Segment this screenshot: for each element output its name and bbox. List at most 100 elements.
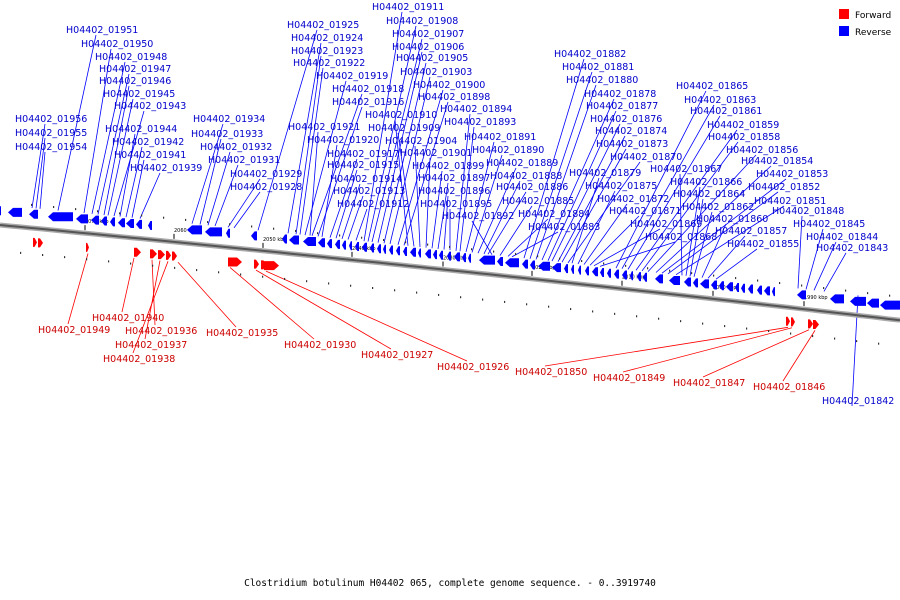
lane-dot <box>339 234 341 237</box>
lane-dot <box>196 269 198 272</box>
leader-line <box>583 203 628 265</box>
lane-dot <box>141 214 143 217</box>
gene-label: H04402_01876 <box>590 114 662 125</box>
reverse-gene-arrow <box>38 238 43 248</box>
gene-label: H04402_01854 <box>741 156 813 167</box>
leader-line <box>389 76 431 244</box>
leader-line <box>679 173 683 276</box>
forward-gene-arrow <box>76 214 88 224</box>
gene-label: H04402_01907 <box>392 29 464 40</box>
leader-line <box>383 62 427 244</box>
gene-label: H04402_01897 <box>418 173 490 184</box>
reverse-gene-arrow <box>166 250 171 260</box>
lane-dot <box>394 289 396 292</box>
lane-dot <box>262 275 264 278</box>
lane-dot <box>559 257 561 260</box>
leader-line <box>477 167 517 254</box>
lane-dot <box>174 266 176 269</box>
gene-label: H04402_01894 <box>440 104 512 115</box>
gene-label: H04402_01899 <box>412 161 484 172</box>
gene-label: H04402_01868 <box>645 232 717 243</box>
gene-label: H04402_01896 <box>418 186 490 197</box>
forward-gene-arrow <box>118 218 125 228</box>
leader-line <box>577 190 616 265</box>
leader-line <box>214 164 239 227</box>
leader-line <box>57 34 97 211</box>
scale-tick-label: 2060 kbp <box>174 228 198 234</box>
lane-dot <box>713 274 715 277</box>
leader-line <box>561 148 627 263</box>
leader-line <box>544 326 789 367</box>
lane-dot <box>449 245 451 248</box>
leader-line <box>227 178 261 228</box>
forward-gene-arrow <box>101 216 107 226</box>
forward-gene-arrow <box>614 269 619 279</box>
leader-line <box>35 137 46 209</box>
lane-dot <box>119 212 121 215</box>
leader-line <box>299 67 324 235</box>
scale-tick-label: 2050 kbp <box>263 237 287 243</box>
gene-label: H04402_01883 <box>528 222 600 233</box>
reverse-gene-arrow <box>791 317 795 327</box>
forward-gene-arrow <box>711 280 717 290</box>
forward-gene-arrow <box>327 239 332 249</box>
leader-line <box>125 146 143 218</box>
forward-gene-arrow <box>564 264 568 274</box>
lane-dot <box>416 291 418 294</box>
gene-label: H04402_01877 <box>586 101 658 112</box>
forward-gene-arrow <box>126 219 134 229</box>
leader-line <box>177 262 237 328</box>
lane-dot <box>625 264 627 267</box>
reverse-gene-arrow <box>808 319 813 329</box>
lane-dot <box>548 305 550 308</box>
forward-gene-arrow <box>726 282 733 292</box>
gene-labels: H04402_01956 H04402_01955 H04402_01954 H044… <box>15 2 894 407</box>
forward-gene-arrow <box>447 251 451 261</box>
gene-label: H04402_01918 <box>332 84 404 95</box>
leader-line <box>655 165 772 273</box>
lane-dot <box>746 327 748 330</box>
forward-gene-arrow <box>187 225 202 235</box>
leader-line <box>191 123 224 224</box>
lane-dot <box>31 203 33 206</box>
leader-line <box>551 123 621 262</box>
forward-gene-arrow <box>830 294 844 304</box>
gene-label: H04402_01857 <box>715 226 787 237</box>
leader-line <box>229 267 315 340</box>
gene-label: H04402_01946 <box>99 76 171 87</box>
lane-dot <box>86 258 88 261</box>
lane-dot <box>471 248 473 251</box>
gene-label: H04402_01898 <box>418 92 490 103</box>
gene-label: H04402_01855 <box>727 239 799 250</box>
forward-gene-arrow <box>303 237 316 247</box>
leader-line <box>199 138 222 225</box>
lane-dot <box>152 264 154 267</box>
lane-dot <box>581 260 583 263</box>
leader-line <box>309 131 319 236</box>
leader-line <box>622 327 793 373</box>
forward-gene-arrow <box>571 264 574 274</box>
leader-line <box>707 235 746 279</box>
leader-line <box>107 98 134 216</box>
reverse-gene-arrow <box>228 257 242 267</box>
scale-tick-label: 2030 kbp <box>443 255 467 261</box>
leader-line <box>557 135 626 262</box>
lane-dot <box>97 210 99 213</box>
lane-dot <box>20 251 22 254</box>
leader-line <box>459 126 475 252</box>
gene-label: H04402_01900 <box>413 80 485 91</box>
leader-line <box>335 169 358 239</box>
lane-dot <box>669 269 671 272</box>
leader-line <box>403 101 449 246</box>
gene-label: H04402_01909 <box>368 123 440 134</box>
leader-line <box>151 259 156 326</box>
reverse-gene-arrow <box>264 261 279 271</box>
gene-label: H04402_01944 <box>105 124 177 135</box>
reverse-gene-arrow <box>158 250 165 260</box>
leader-line <box>311 93 363 236</box>
lane-dot <box>317 232 319 235</box>
leader-line <box>119 133 136 217</box>
leader-line <box>667 191 779 275</box>
gene-label: H04402_01945 <box>103 89 175 100</box>
